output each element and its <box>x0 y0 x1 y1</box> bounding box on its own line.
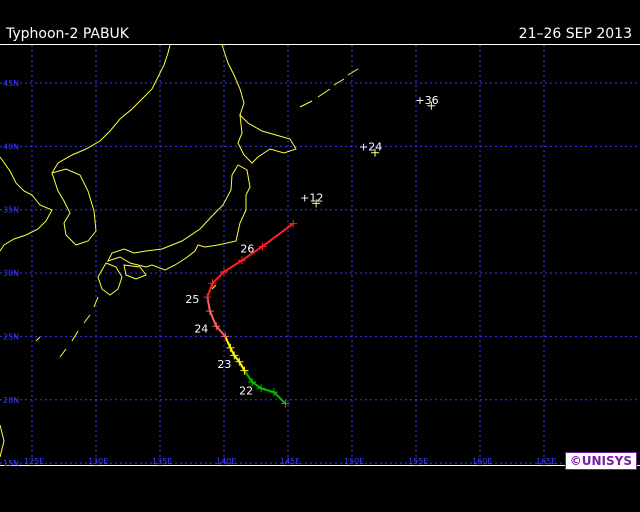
lon-label: 160E <box>472 457 492 466</box>
lon-label: 130E <box>88 457 108 466</box>
track-segment <box>241 245 263 262</box>
track-segment <box>243 370 253 383</box>
track-segment <box>206 282 214 298</box>
coast-russia <box>51 45 171 174</box>
longitude-labels: 125E 130E 135E 140E 145E 150E 155E 160E 165E <box>24 457 556 466</box>
track-segment <box>208 310 218 327</box>
lat-label: 35N <box>3 206 19 215</box>
date-range: 21–26 SEP 2013 <box>518 26 632 42</box>
day-label: 23 <box>217 358 231 371</box>
track-segment <box>223 259 243 273</box>
coast-ryukyu <box>59 296 99 358</box>
latitude-labels: 45N 40N 35N 30N 25N 20N 15N <box>3 79 19 467</box>
coastlines <box>0 45 359 458</box>
lat-label: 20N <box>3 396 19 405</box>
coast-taiwan <box>0 424 5 458</box>
lat-label: 15N <box>3 459 19 467</box>
track-segment <box>215 325 227 338</box>
lat-label: 30N <box>3 269 19 278</box>
lon-label: 145E <box>280 457 300 466</box>
track-segment <box>229 347 236 356</box>
lon-label: 125E <box>24 457 44 466</box>
track-segment <box>238 361 246 372</box>
coast-shikoku <box>123 264 147 280</box>
forecast-points: +12 +24 +36 <box>300 94 439 208</box>
track-segment <box>211 271 225 284</box>
day-label: 24 <box>194 322 208 335</box>
track-segment <box>233 354 241 363</box>
lon-label: 135E <box>152 457 172 466</box>
coast-kyushu <box>97 262 123 296</box>
lon-label: 140E <box>216 457 236 466</box>
day-label: 25 <box>185 293 199 306</box>
map-frame: 45N 40N 35N 30N 25N 20N 15N 125E 130E 135E 140E 14… <box>0 44 640 467</box>
track-segment <box>260 387 275 394</box>
map-canvas: 45N 40N 35N 30N 25N 20N 15N 125E 130E 135E 140E 14… <box>0 45 640 467</box>
track-segment <box>261 222 294 248</box>
lat-label: 25N <box>3 332 19 341</box>
coast-sakhalin <box>221 45 245 116</box>
coast-korea <box>51 168 97 246</box>
coast-honshu <box>107 164 251 271</box>
lon-label: 155E <box>408 457 428 466</box>
track-day-labels: 22 23 24 25 26 <box>185 242 254 397</box>
day-label: 26 <box>240 242 254 255</box>
lat-label: 40N <box>3 142 19 151</box>
lat-label: 45N <box>3 79 19 88</box>
unisys-logo: ©UNISYS <box>564 452 637 470</box>
forecast-label: +12 <box>300 191 323 204</box>
track-segment <box>224 336 232 349</box>
coast-hokkaido <box>237 113 297 164</box>
header: Typhoon-2 PABUK 21–26 SEP 2013 <box>0 0 640 44</box>
forecast-label: +24 <box>359 141 382 154</box>
track-segment <box>273 391 287 405</box>
lon-label: 165E <box>536 457 556 466</box>
coast-islets <box>35 284 217 342</box>
storm-title: Typhoon-2 PABUK <box>6 26 129 42</box>
lon-label: 150E <box>344 457 364 466</box>
forecast-label: +36 <box>415 94 438 107</box>
storm-track <box>203 219 298 408</box>
coast-kurils <box>299 68 359 108</box>
lat-lon-grid <box>0 45 640 467</box>
day-label: 22 <box>239 384 253 397</box>
coast-mainland <box>0 156 53 252</box>
track-segment <box>251 381 262 390</box>
